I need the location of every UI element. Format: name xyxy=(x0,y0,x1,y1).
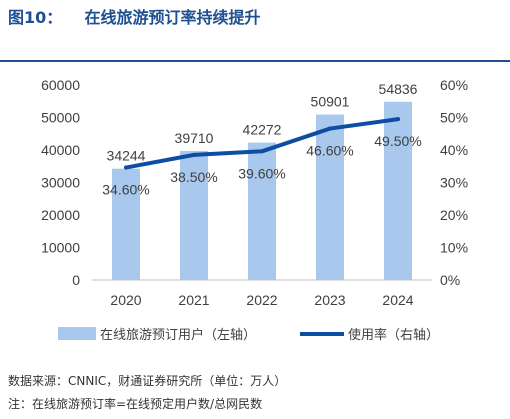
bar-2023 xyxy=(316,114,344,280)
y-left-tick-label: 30000 xyxy=(41,175,80,191)
bar-2021 xyxy=(180,150,208,280)
title-divider xyxy=(0,60,510,62)
usage-rate-point-2020 xyxy=(124,165,128,170)
line-value-label: 34.60% xyxy=(102,182,149,198)
x-tick-label: 2020 xyxy=(110,292,141,308)
legend: 在线旅游预订用户（左轴） 使用率（右轴） xyxy=(58,327,439,342)
bar-series xyxy=(112,101,412,281)
y-left-tick-label: 40000 xyxy=(41,142,80,158)
line-value-label: 49.50% xyxy=(374,133,421,149)
line-value-label: 38.50% xyxy=(170,169,217,185)
y-right-tick-label: 60% xyxy=(440,77,468,93)
bar-value-label: 39710 xyxy=(175,130,214,146)
data-labels: 34244 39710 42272 50901 54836 34.60% 38.50% 39.… xyxy=(102,81,421,198)
footnote: 注：在线旅游预订率=在线预定用户数/总网民数 xyxy=(8,397,263,411)
y-left-tick-label: 60000 xyxy=(41,77,80,93)
bar-value-label: 50901 xyxy=(311,94,350,110)
legend-bar-label: 在线旅游预订用户（左轴） xyxy=(100,327,256,342)
combo-chart: 0 10000 20000 30000 40000 50000 60000 0% 10% 20% 3… xyxy=(41,77,468,342)
chart-title: 图10： 在线旅游预订率持续提升 xyxy=(8,8,261,27)
x-tick-label: 2021 xyxy=(178,292,209,308)
y-right-tick-label: 30% xyxy=(440,175,468,191)
bar-2022 xyxy=(248,142,276,280)
y-left-tick-label: 0 xyxy=(72,272,80,288)
bar-2024 xyxy=(384,101,412,281)
y-right-tick-label: 0% xyxy=(440,272,460,288)
x-tick-label: 2023 xyxy=(314,292,345,308)
line-value-label: 46.60% xyxy=(306,143,353,159)
y-left-tick-label: 20000 xyxy=(41,207,80,223)
y-left-tick-label: 10000 xyxy=(41,240,80,256)
x-tick-label: 2022 xyxy=(246,292,277,308)
y-right-tick-label: 40% xyxy=(440,142,468,158)
y-right-tick-label: 10% xyxy=(440,240,468,256)
bar-value-label: 34244 xyxy=(107,148,146,164)
y-right-tick-label: 50% xyxy=(440,110,468,126)
line-value-label: 39.60% xyxy=(238,165,285,181)
axes: 0 10000 20000 30000 40000 50000 60000 0% 10% 20% 3… xyxy=(41,77,468,308)
y-left-tick-label: 50000 xyxy=(41,110,80,126)
source-note: 数据来源：CNNIC，财通证券研究所（单位：万人） xyxy=(8,374,287,388)
line-series xyxy=(124,117,400,170)
usage-rate-point-2021 xyxy=(192,152,196,157)
usage-rate-point-2023 xyxy=(328,126,332,131)
legend-bar-swatch xyxy=(58,327,96,340)
bar-value-label: 42272 xyxy=(243,122,282,138)
bar-value-label: 54836 xyxy=(379,81,418,97)
usage-rate-point-2024 xyxy=(396,117,400,122)
y-right-tick-label: 20% xyxy=(440,207,468,223)
usage-rate-point-2022 xyxy=(260,149,264,154)
legend-line-label: 使用率（右轴） xyxy=(348,327,439,342)
bar-2020 xyxy=(112,168,140,280)
x-tick-label: 2024 xyxy=(382,292,413,308)
